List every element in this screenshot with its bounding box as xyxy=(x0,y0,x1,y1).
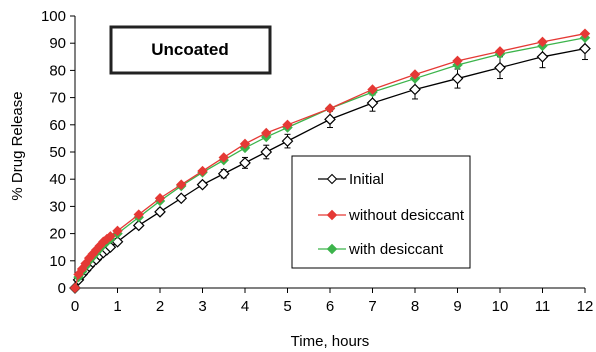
legend-label: Initial xyxy=(349,171,384,188)
legend-item: Initial xyxy=(318,171,384,188)
data-point xyxy=(105,231,116,242)
series-without-desiccant xyxy=(69,28,591,294)
x-tick-label: 6 xyxy=(326,298,334,315)
x-tick-label: 2 xyxy=(156,298,164,315)
x-tick-labels: 0 1 2 3 4 5 6 7 8 9 10 11 12 xyxy=(71,288,594,315)
y-tick-label: 100 xyxy=(41,8,66,25)
data-point xyxy=(154,205,166,218)
data-point xyxy=(579,42,591,55)
data-point xyxy=(366,97,379,109)
data-point xyxy=(261,127,272,139)
x-tick-label: 11 xyxy=(535,298,551,315)
x-tick-label: 1 xyxy=(113,298,121,315)
y-tick-label: 70 xyxy=(49,90,66,107)
y-tick-label: 40 xyxy=(49,171,66,188)
legend-label: with desiccant xyxy=(348,241,444,258)
data-point xyxy=(367,84,378,95)
legend-item: without desiccant xyxy=(318,207,465,224)
x-axis-label: Time, hours xyxy=(291,333,370,350)
data-point xyxy=(409,83,421,96)
x-tick-label: 10 xyxy=(492,298,509,315)
data-point xyxy=(196,178,209,191)
data-point xyxy=(324,113,336,126)
data-point xyxy=(197,165,208,177)
y-tick-label: 90 xyxy=(49,35,66,52)
x-tick-label: 3 xyxy=(198,298,206,315)
x-tick-label: 0 xyxy=(71,298,79,315)
data-point xyxy=(239,157,251,169)
data-point xyxy=(260,146,273,158)
data-point xyxy=(132,219,145,232)
data-point xyxy=(281,135,294,147)
x-tick-label: 12 xyxy=(577,298,594,315)
data-point xyxy=(175,192,188,205)
x-tick-label: 5 xyxy=(283,298,291,315)
y-tick-label: 30 xyxy=(49,198,66,215)
y-tick-label: 10 xyxy=(49,253,66,270)
legend-item: with desiccant xyxy=(318,241,444,258)
y-axis-label: % Drug Release xyxy=(9,91,26,200)
x-tick-label: 9 xyxy=(453,298,461,315)
data-point xyxy=(133,209,144,220)
y-tick-label: 60 xyxy=(49,117,66,134)
data-point xyxy=(536,50,549,63)
data-point xyxy=(218,152,229,163)
series-initial xyxy=(69,37,591,294)
data-point xyxy=(282,119,293,131)
data-point xyxy=(494,61,506,74)
data-point xyxy=(69,282,81,294)
data-point xyxy=(112,225,123,237)
data-point xyxy=(239,138,251,150)
legend: Initial without desiccant with desiccant xyxy=(291,155,471,269)
data-point xyxy=(452,55,463,67)
y-tick-label: 80 xyxy=(49,62,66,79)
data-point xyxy=(537,36,548,48)
legend-label: without desiccant xyxy=(348,207,465,224)
y-tick-label: 0 xyxy=(58,280,66,297)
data-point xyxy=(176,179,187,190)
data-point xyxy=(324,103,336,114)
data-point xyxy=(154,193,166,204)
series-layer xyxy=(69,28,591,294)
data-point xyxy=(494,46,506,57)
chart-title: Uncoated xyxy=(151,40,228,59)
data-point xyxy=(451,72,464,85)
y-tick-labels: 0 10 20 30 40 50 60 70 80 90 100 xyxy=(41,8,75,297)
x-tick-label: 7 xyxy=(368,298,376,315)
data-point xyxy=(409,69,421,80)
data-point xyxy=(579,28,591,39)
y-tick-label: 20 xyxy=(49,226,66,243)
chart-title-box: Uncoated xyxy=(109,25,272,75)
legend-marker xyxy=(326,209,338,221)
x-tick-label: 8 xyxy=(411,298,419,315)
x-tick-label: 4 xyxy=(241,298,249,315)
data-point xyxy=(217,167,230,180)
legend-marker xyxy=(326,173,338,185)
y-tick-label: 50 xyxy=(49,144,66,161)
legend-marker xyxy=(326,243,338,255)
